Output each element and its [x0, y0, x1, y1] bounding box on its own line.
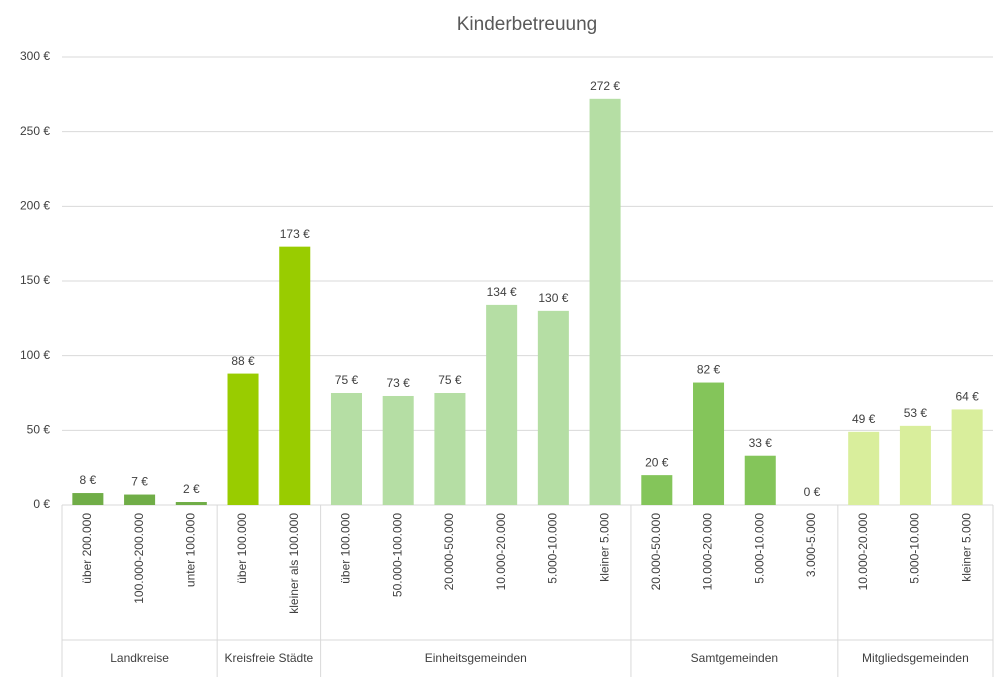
bar [951, 409, 983, 505]
bar [848, 431, 880, 505]
bar [641, 475, 673, 505]
value-label: 7 € [131, 475, 148, 489]
x-tick-label: über 100.000 [235, 513, 249, 584]
bar [227, 373, 259, 505]
x-tick-label: 5.000-10.000 [752, 513, 766, 584]
x-tick-label: kleiner 5.000 [959, 513, 973, 582]
bar [124, 494, 156, 505]
bar [279, 246, 311, 506]
value-label: 33 € [749, 436, 773, 450]
bar [693, 382, 725, 505]
value-label: 82 € [697, 363, 721, 377]
bar [72, 493, 104, 505]
bar [434, 393, 466, 505]
x-tick-label: 100.000-200.000 [132, 513, 146, 604]
group-label-box: Landkreise [110, 651, 169, 665]
group-label-box: Samtgemeinden [690, 651, 779, 665]
group-label-box: Einheitsgemeinden [424, 651, 527, 665]
value-label: 173 € [280, 227, 310, 241]
bar [486, 304, 518, 505]
x-tick-label: kleiner als 100.000 [287, 513, 301, 614]
chart-title: Kinderbetreuung [457, 14, 598, 35]
x-tick-label: 50.000-100.000 [390, 513, 404, 597]
value-label: 2 € [183, 482, 200, 496]
value-label: 0 € [804, 485, 821, 499]
bar [175, 502, 207, 505]
value-label: 75 € [335, 373, 359, 387]
value-label: 20 € [645, 455, 669, 469]
group-label-box: Kreisfreie Städte [224, 651, 314, 665]
y-tick-label: 0 € [33, 497, 50, 511]
y-tick-label: 150 € [20, 273, 50, 287]
group-label-box: Mitgliedsgemeinden [862, 651, 969, 665]
x-tick-label: über 100.000 [339, 513, 353, 584]
y-tick-label: 100 € [20, 348, 50, 362]
bar [744, 455, 776, 505]
x-tick-label: 20.000-50.000 [649, 513, 663, 591]
bar [899, 425, 931, 505]
x-tick-label: 20.000-50.000 [442, 513, 456, 591]
x-tick-label: 10.000-20.000 [494, 513, 508, 591]
bar [382, 395, 414, 505]
bar [537, 310, 569, 505]
x-tick-label: 10.000-20.000 [856, 513, 870, 591]
value-label: 49 € [852, 412, 876, 426]
group-label: Kreisfreie Städte [224, 651, 314, 665]
value-label: 130 € [538, 291, 568, 305]
bar [589, 98, 621, 506]
value-label: 53 € [904, 406, 928, 420]
value-label: 73 € [387, 376, 411, 390]
group-label: Einheitsgemeinden [424, 651, 527, 665]
x-tick-label: unter 100.000 [183, 513, 197, 587]
y-tick-label: 200 € [20, 199, 50, 213]
x-tick-label: 10.000-20.000 [701, 513, 715, 591]
bar [330, 393, 362, 505]
value-label: 272 € [590, 79, 620, 93]
y-tick-label: 300 € [20, 49, 50, 63]
group-label: Landkreise [110, 651, 169, 665]
value-label: 75 € [438, 373, 462, 387]
value-label: 134 € [487, 285, 517, 299]
value-label: 8 € [80, 473, 97, 487]
group-label: Mitgliedsgemeinden [862, 651, 969, 665]
y-tick-label: 50 € [27, 423, 51, 437]
x-tick-label: 3.000-5.000 [804, 513, 818, 577]
x-tick-label: kleiner 5.000 [597, 513, 611, 582]
value-label: 64 € [955, 390, 979, 404]
group-label: Samtgemeinden [690, 651, 779, 665]
y-tick-label: 250 € [20, 124, 50, 138]
x-tick-label: über 200.000 [80, 513, 94, 584]
value-label: 88 € [231, 354, 255, 368]
x-tick-label: 5.000-10.000 [908, 513, 922, 584]
x-tick-label: 5.000-10.000 [546, 513, 560, 584]
